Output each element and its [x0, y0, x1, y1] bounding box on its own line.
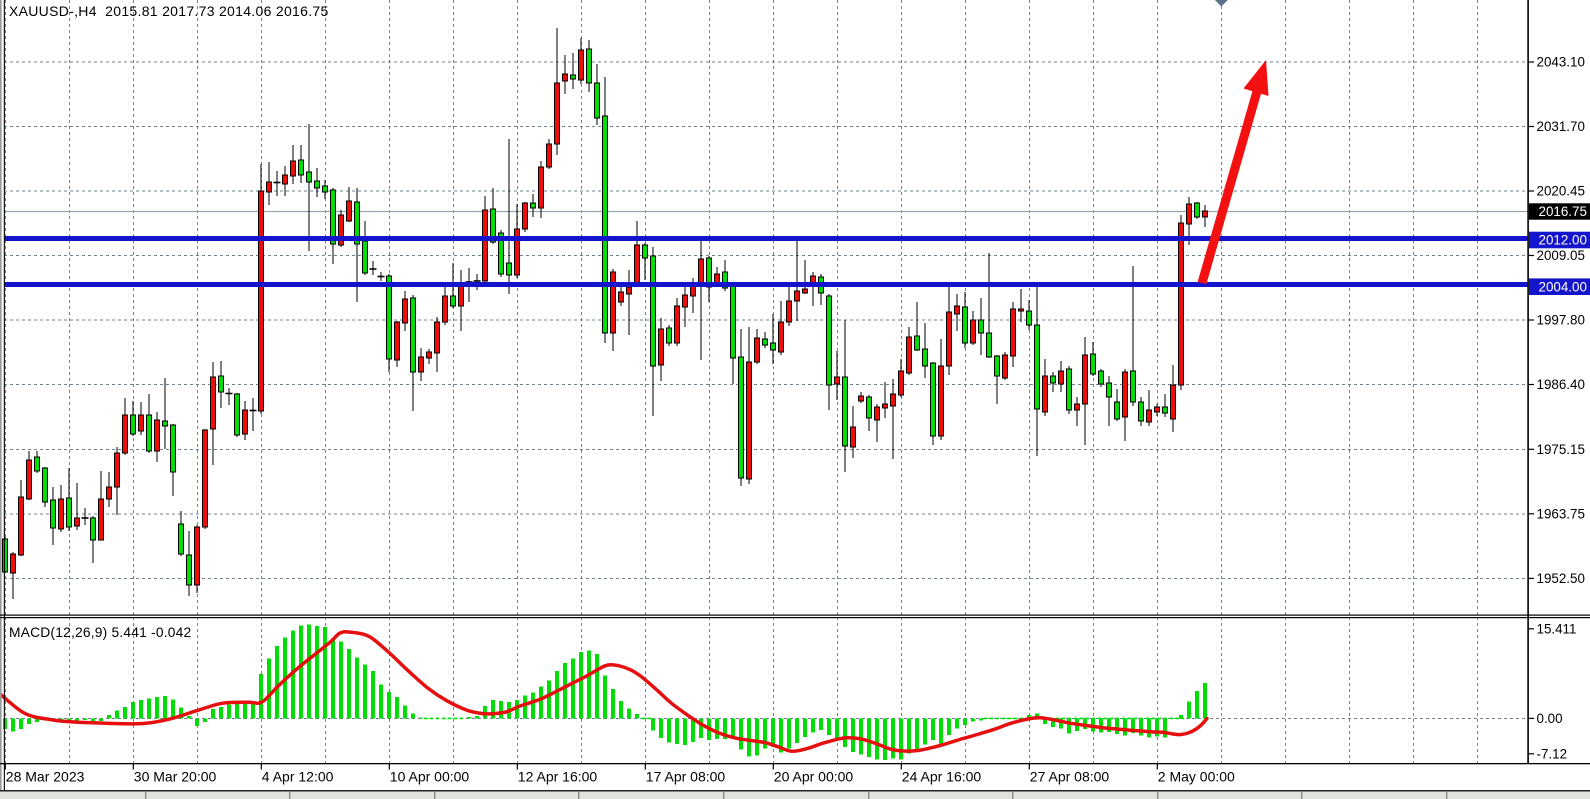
svg-text:2020.45: 2020.45: [1537, 184, 1585, 199]
svg-text:1975.15: 1975.15: [1537, 442, 1585, 457]
svg-text:MACD(12,26,9) 5.441 -0.042: MACD(12,26,9) 5.441 -0.042: [9, 625, 191, 640]
svg-text:4 Apr 12:00: 4 Apr 12:00: [262, 769, 334, 785]
svg-text:2016.75: 2016.75: [1539, 204, 1587, 219]
svg-text:1986.40: 1986.40: [1537, 377, 1585, 392]
svg-text:2009.05: 2009.05: [1537, 248, 1585, 263]
svg-text:27 Apr 08:00: 27 Apr 08:00: [1030, 769, 1110, 785]
svg-text:20 Apr 00:00: 20 Apr 00:00: [774, 769, 854, 785]
svg-text:2031.70: 2031.70: [1537, 119, 1585, 134]
svg-text:15.411: 15.411: [1537, 621, 1577, 636]
svg-text:28 Mar 2023: 28 Mar 2023: [6, 769, 85, 785]
svg-text:-7.12: -7.12: [1537, 746, 1568, 761]
svg-text:10 Apr 00:00: 10 Apr 00:00: [390, 769, 470, 785]
svg-text:XAUUSD-,H4 2015.81 2017.73 20: XAUUSD-,H4 2015.81 2017.73 2014.06 2016.…: [9, 3, 329, 19]
svg-text:12 Apr 16:00: 12 Apr 16:00: [518, 769, 598, 785]
svg-text:2 May 00:00: 2 May 00:00: [1158, 769, 1235, 785]
svg-text:2004.00: 2004.00: [1539, 279, 1587, 294]
svg-text:30 Mar 20:00: 30 Mar 20:00: [134, 769, 217, 785]
svg-text:1997.80: 1997.80: [1537, 313, 1585, 328]
svg-text:1963.75: 1963.75: [1537, 506, 1585, 521]
svg-text:2043.10: 2043.10: [1537, 55, 1585, 70]
svg-text:17 Apr 08:00: 17 Apr 08:00: [646, 769, 726, 785]
svg-text:2012.00: 2012.00: [1539, 233, 1587, 248]
svg-text:24 Apr 16:00: 24 Apr 16:00: [902, 769, 982, 785]
svg-text:1952.50: 1952.50: [1537, 571, 1585, 586]
svg-text:0.00: 0.00: [1537, 711, 1563, 726]
